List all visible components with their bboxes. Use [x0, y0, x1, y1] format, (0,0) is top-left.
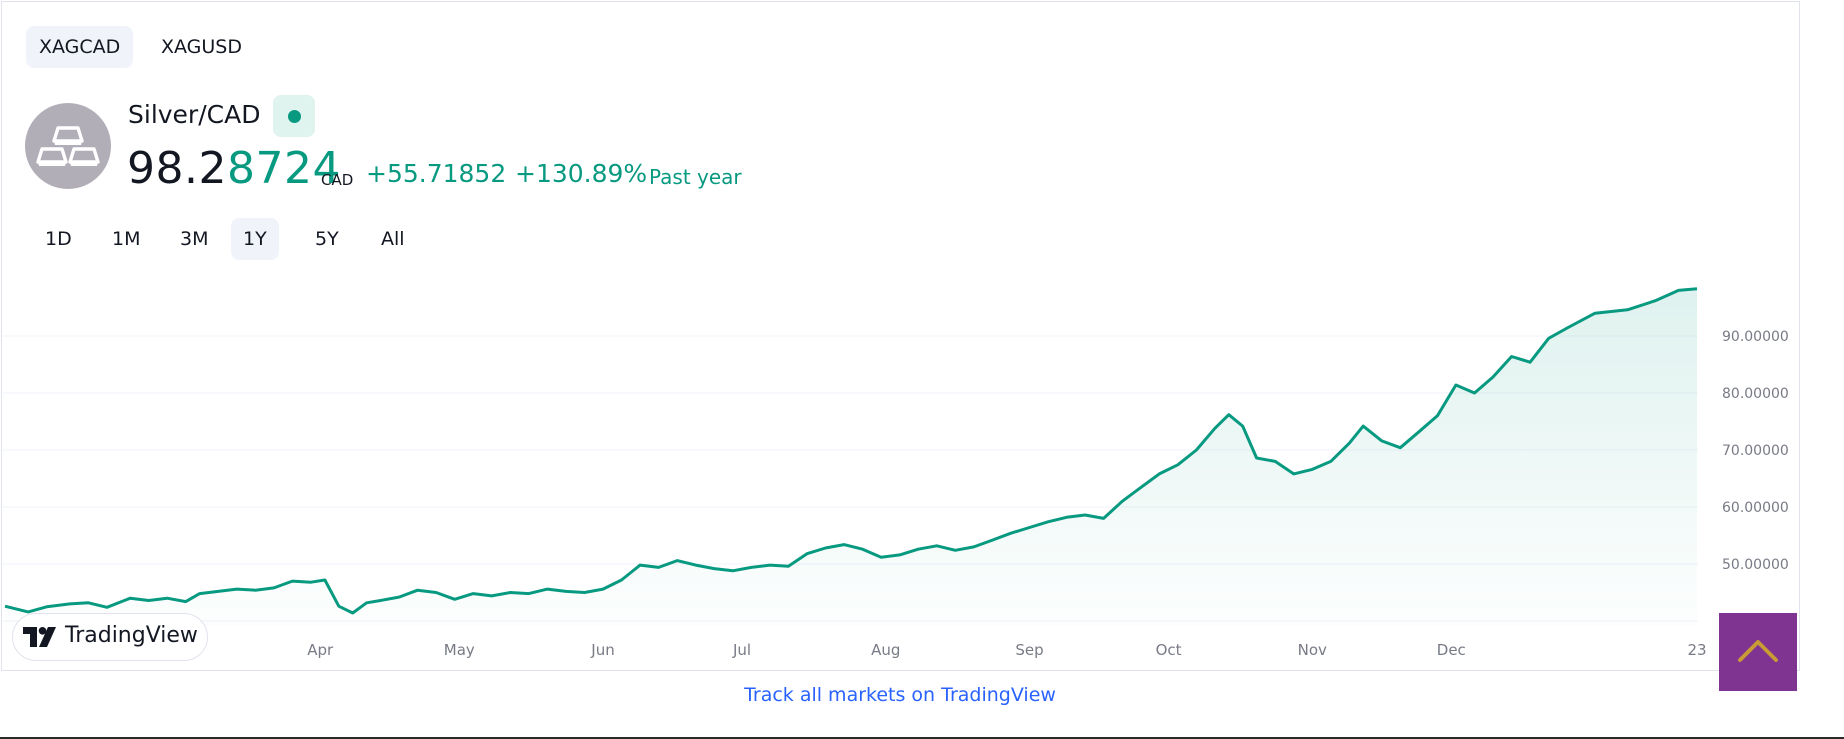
y-tick-label: 80.00000 — [1722, 386, 1789, 402]
tab-xagcad[interactable]: XAGCAD — [26, 26, 134, 68]
range-tab-3m[interactable]: 3M — [180, 228, 209, 250]
market-status-badge — [273, 95, 315, 137]
tradingview-logo-badge[interactable]: TradingView — [12, 613, 208, 661]
price-tail: 8724 — [226, 143, 341, 194]
price-currency: CAD — [321, 171, 354, 189]
symbol-title: Silver/CAD — [128, 100, 261, 129]
price-change: +55.71852 — [366, 159, 507, 188]
x-tick-label: Nov — [1298, 641, 1327, 659]
y-axis: 50.00000 60.00000 70.00000 80.00000 90.00000 — [1722, 329, 1789, 573]
range-tab-all[interactable]: All — [381, 228, 405, 250]
x-tick-label: Apr — [307, 641, 334, 659]
x-tick-label: 23 — [1687, 641, 1706, 659]
range-tab-1m[interactable]: 1M — [112, 228, 141, 250]
x-tick-label: Dec — [1437, 641, 1466, 659]
track-all-markets-link[interactable]: Track all markets on TradingView — [744, 684, 1056, 706]
range-tab-5y[interactable]: 5Y — [315, 228, 339, 250]
y-tick-label: 50.00000 — [1722, 557, 1789, 573]
x-tick-label: May — [444, 641, 475, 659]
market-open-dot-icon — [288, 110, 301, 123]
price-points — [4, 288, 1698, 614]
x-tick-label: Oct — [1156, 641, 1182, 659]
change-period-label: Past year — [649, 165, 742, 189]
tab-xagusd[interactable]: XAGUSD — [161, 36, 243, 58]
tradingview-wordmark: TradingView — [65, 623, 198, 648]
scroll-to-top-button[interactable] — [1719, 613, 1797, 691]
chevron-up-icon — [1738, 640, 1778, 662]
y-tick-label: 90.00000 — [1722, 329, 1789, 345]
price-line — [4, 287, 1698, 615]
price-chart[interactable]: 50.00000 60.00000 70.00000 80.00000 90.00000… — [0, 0, 1800, 680]
x-tick-label: Aug — [871, 641, 900, 659]
y-tick-label: 70.00000 — [1722, 443, 1789, 459]
last-price: 98.28724 — [127, 143, 341, 194]
page-bottom-border — [0, 737, 1844, 739]
price-area-fill — [5, 288, 1697, 626]
silver-bars-icon — [25, 103, 111, 189]
x-tick-label: Jun — [590, 641, 614, 659]
x-tick-label: Sep — [1015, 641, 1043, 659]
range-tab-1d[interactable]: 1D — [45, 228, 72, 250]
x-axis: MarAprMayJunJulAugSepOctNovDec23 — [162, 641, 1706, 659]
x-tick-label: Jul — [732, 641, 751, 659]
tradingview-logo-icon — [23, 627, 56, 647]
price-main: 98.2 — [127, 143, 227, 194]
price-change-percent: +130.89% — [515, 159, 648, 188]
range-tab-1y[interactable]: 1Y — [231, 218, 279, 260]
y-tick-label: 60.00000 — [1722, 500, 1789, 516]
